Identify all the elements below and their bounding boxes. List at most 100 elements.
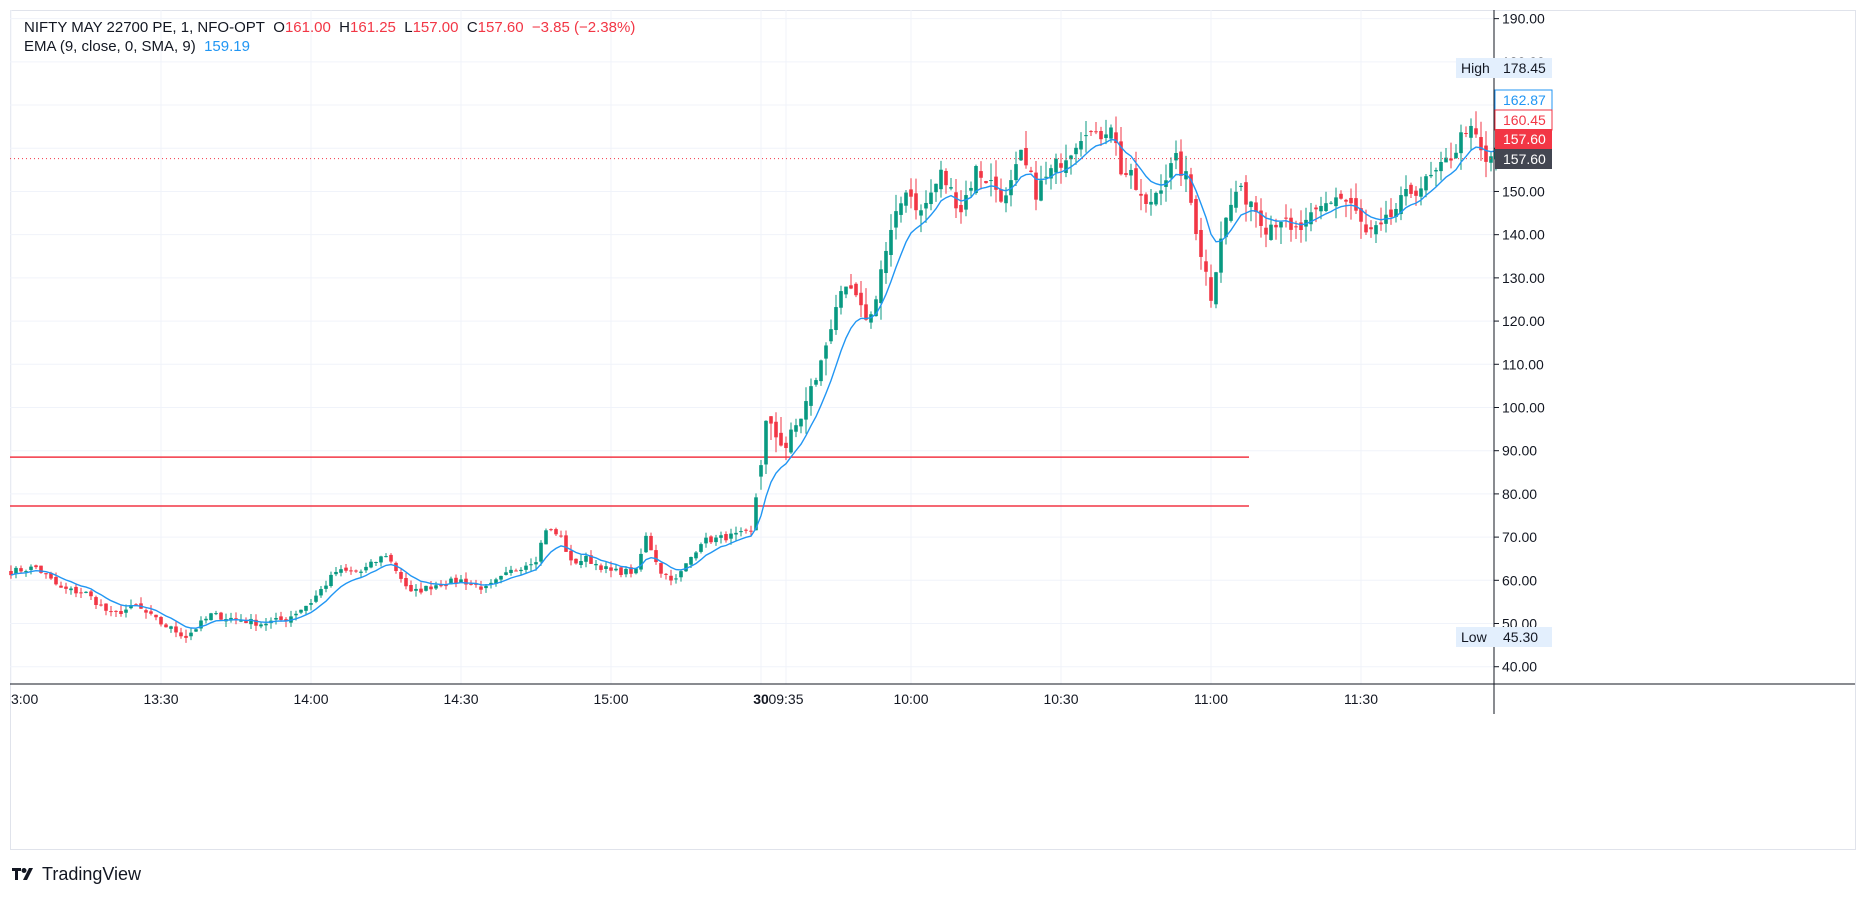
candle-body: [579, 561, 583, 566]
time-tick-label: 09:35: [768, 691, 803, 707]
candle-body: [1459, 132, 1463, 154]
candle-body: [759, 465, 763, 477]
candle-body: [449, 578, 453, 585]
candle-body: [524, 565, 528, 570]
candle-body: [199, 620, 203, 629]
candle-body: [1354, 198, 1358, 211]
candle-body: [584, 555, 588, 562]
time-tick-label: 3:00: [11, 691, 38, 707]
candle-body: [544, 530, 548, 545]
candle-body: [1209, 277, 1213, 301]
candle-body: [39, 565, 43, 573]
candle-body: [684, 563, 688, 572]
ema-legend[interactable]: EMA (9, close, 0, SMA, 9) 159.19: [24, 38, 250, 55]
candle-body: [214, 613, 218, 615]
candle-body: [674, 578, 678, 580]
candle-body: [1369, 227, 1373, 230]
low-value: 157.00: [412, 19, 459, 36]
candle-body: [389, 554, 393, 562]
candle-body: [369, 561, 373, 568]
candle-body: [1104, 134, 1108, 138]
candle-body: [1069, 155, 1073, 160]
candle-body: [499, 575, 503, 580]
candle-body: [34, 565, 38, 568]
candle-body: [364, 566, 368, 571]
horizontal-lines[interactable]: [10, 456, 1249, 507]
candle-body: [1169, 163, 1173, 178]
price-tick-label: 190.00: [1502, 11, 1545, 27]
candle-body: [819, 360, 823, 382]
candle-body: [609, 567, 613, 571]
candle-body: [1039, 180, 1043, 201]
candle-body: [149, 611, 153, 614]
candle-body: [834, 307, 838, 331]
candle-body: [1194, 199, 1198, 234]
candle-body: [44, 573, 48, 575]
candle-body: [514, 570, 518, 572]
change-value: −3.85 (−2.38%): [531, 19, 636, 36]
open-label: O: [273, 19, 285, 36]
candle-body: [1159, 190, 1163, 194]
candle-body: [209, 613, 213, 621]
candles: [9, 111, 1498, 643]
candle-body: [644, 535, 648, 553]
brand-name: TradingView: [42, 864, 142, 884]
candle-body: [849, 285, 853, 289]
price-label-box: [1495, 129, 1552, 149]
candle-body: [1284, 217, 1288, 219]
symbol-legend[interactable]: NIFTY MAY 22700 PE, 1, NFO-OPT O161.00 H…: [24, 19, 635, 36]
time-tick-label: 11:00: [1194, 691, 1228, 707]
candle-body: [344, 567, 348, 571]
candle-body: [204, 618, 208, 621]
candle-body: [264, 623, 268, 626]
price-label-box: [1495, 149, 1552, 169]
candle-body: [249, 618, 253, 625]
candle-body: [529, 564, 533, 566]
candle-body: [754, 497, 758, 531]
candle-body: [639, 553, 643, 570]
candle-body: [419, 588, 423, 593]
time-tick-label: 10:00: [893, 691, 928, 707]
candle-body: [554, 529, 558, 535]
candle-body: [804, 401, 808, 420]
candle-body: [964, 195, 968, 210]
candle-body: [174, 626, 178, 633]
price-label-value: 160.45: [1503, 112, 1546, 128]
candle-body: [159, 617, 163, 625]
candle-body: [359, 571, 363, 573]
price-tick-label: 90.00: [1502, 443, 1537, 459]
candle-body: [1359, 208, 1363, 222]
time-axis[interactable]: 3:00 13:30 14:00 14:30 15:00 30 09:35 10:00 10:3…: [11, 691, 1378, 707]
candle-body: [1099, 131, 1103, 140]
candle-body: [814, 380, 818, 385]
candle-body: [1154, 192, 1158, 205]
candle-body: [1224, 217, 1228, 238]
candle-body: [1199, 229, 1203, 257]
candle-body: [1269, 224, 1273, 240]
candle-body: [769, 416, 773, 424]
candle-body: [694, 552, 698, 559]
candle-body: [1019, 149, 1023, 161]
candle-body: [659, 563, 663, 574]
candle-body: [829, 329, 833, 342]
candle-body: [899, 203, 903, 215]
candle-body: [334, 571, 338, 575]
candle-body: [599, 565, 603, 570]
candle-body: [219, 612, 223, 620]
candle-body: [1289, 217, 1293, 230]
candle-body: [29, 566, 33, 570]
price-label-prefix: Low: [1461, 629, 1488, 645]
time-tick-label: 13:30: [143, 691, 178, 707]
candle-body: [1254, 202, 1258, 212]
candle-body: [1249, 201, 1253, 208]
candle-body: [1469, 125, 1473, 138]
candle-body: [844, 286, 848, 295]
candle-body: [19, 568, 23, 572]
candle-body: [1219, 238, 1223, 273]
candle-body: [324, 585, 328, 589]
candle-body: [744, 529, 748, 531]
close-label: C: [466, 19, 478, 36]
footer[interactable]: TradingView: [12, 864, 141, 885]
candle-body: [1294, 226, 1298, 228]
